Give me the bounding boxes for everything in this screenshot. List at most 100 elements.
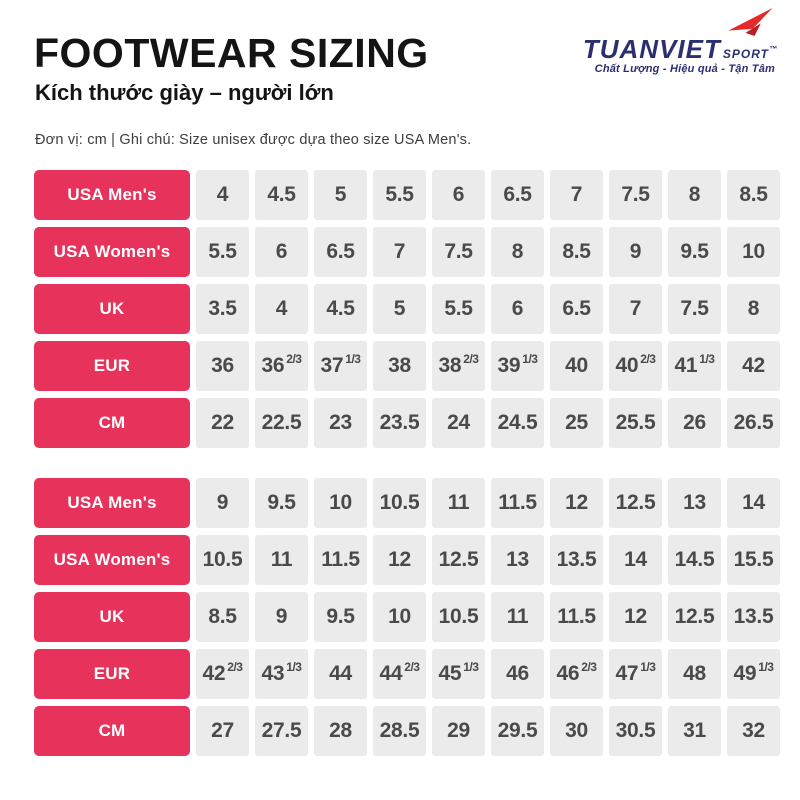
size-cell: 48 <box>668 649 721 699</box>
size-cell: 6 <box>255 227 308 277</box>
brand-name: TUANVIET <box>582 34 721 64</box>
size-cell: 47 1/3 <box>609 649 662 699</box>
size-cell: 6.5 <box>314 227 367 277</box>
size-cell: 6 <box>432 170 485 220</box>
page-subtitle: Kích thước giày – người lớn <box>35 80 334 105</box>
size-cell: 42 2/3 <box>196 649 249 699</box>
row-header-uk: UK <box>34 592 190 642</box>
size-cell: 14 <box>609 535 662 585</box>
size-table-adult-large: USA Men's 9 9.5 10 10.5 11 11.5 12 12.5 13 14 USA W… <box>34 478 780 756</box>
size-cell: 6 <box>491 284 544 334</box>
size-cell: 27.5 <box>255 706 308 756</box>
size-cell: 3.5 <box>196 284 249 334</box>
size-cell: 40 <box>550 341 603 391</box>
size-cell: 40 2/3 <box>609 341 662 391</box>
size-cell: 10.5 <box>196 535 249 585</box>
size-cell: 46 2/3 <box>550 649 603 699</box>
size-cell: 11.5 <box>314 535 367 585</box>
size-cell: 7.5 <box>432 227 485 277</box>
size-cell: 25.5 <box>609 398 662 448</box>
size-cell: 4.5 <box>255 170 308 220</box>
size-cell: 10.5 <box>373 478 426 528</box>
size-cell: 7 <box>550 170 603 220</box>
size-cell: 15.5 <box>727 535 780 585</box>
size-cell: 9.5 <box>668 227 721 277</box>
size-cell: 12 <box>373 535 426 585</box>
size-cell: 44 2/3 <box>373 649 426 699</box>
size-cell: 30 <box>550 706 603 756</box>
size-cell: 41 1/3 <box>668 341 721 391</box>
brand-sport-label: SPORT <box>722 47 769 61</box>
size-cell: 5 <box>373 284 426 334</box>
size-cell: 42 <box>727 341 780 391</box>
row-header-cm: CM <box>34 706 190 756</box>
row-header-cm: CM <box>34 398 190 448</box>
size-cell: 9.5 <box>314 592 367 642</box>
size-cell: 26 <box>668 398 721 448</box>
brand-tagline: Chất Lượng - Hiệu quả - Tận Tâm <box>594 63 775 75</box>
size-cell: 4.5 <box>314 284 367 334</box>
size-cell: 11.5 <box>550 592 603 642</box>
size-cell: 8 <box>491 227 544 277</box>
size-cell: 36 <box>196 341 249 391</box>
size-cell: 8.5 <box>727 170 780 220</box>
row-header-uk: UK <box>34 284 190 334</box>
size-cell: 23.5 <box>373 398 426 448</box>
size-cell: 13.5 <box>550 535 603 585</box>
size-cell: 7.5 <box>668 284 721 334</box>
size-cell: 5 <box>314 170 367 220</box>
size-cell: 10.5 <box>432 592 485 642</box>
size-cell: 8.5 <box>196 592 249 642</box>
size-cell: 43 1/3 <box>255 649 308 699</box>
size-cell: 12.5 <box>432 535 485 585</box>
size-cell: 24.5 <box>491 398 544 448</box>
size-cell: 44 <box>314 649 367 699</box>
size-cell: 13.5 <box>727 592 780 642</box>
size-cell: 7.5 <box>609 170 662 220</box>
size-cell: 11 <box>255 535 308 585</box>
size-cell: 6.5 <box>550 284 603 334</box>
size-cell: 11 <box>491 592 544 642</box>
size-cell: 45 1/3 <box>432 649 485 699</box>
size-cell: 4 <box>255 284 308 334</box>
row-header-eur: EUR <box>34 341 190 391</box>
row-header-usa-women-s: USA Women's <box>34 535 190 585</box>
size-cell: 9 <box>255 592 308 642</box>
size-cell: 30.5 <box>609 706 662 756</box>
page-title: FOOTWEAR SIZING <box>34 30 429 76</box>
size-cell: 26.5 <box>727 398 780 448</box>
size-cell: 4 <box>196 170 249 220</box>
size-cell: 28 <box>314 706 367 756</box>
size-cell: 37 1/3 <box>314 341 367 391</box>
size-cell: 5.5 <box>373 170 426 220</box>
size-cell: 5.5 <box>432 284 485 334</box>
size-cell: 32 <box>727 706 780 756</box>
size-cell: 29.5 <box>491 706 544 756</box>
size-cell: 12 <box>550 478 603 528</box>
size-cell: 12 <box>609 592 662 642</box>
size-cell: 24 <box>432 398 485 448</box>
row-header-usa-women-s: USA Women's <box>34 227 190 277</box>
size-cell: 14 <box>727 478 780 528</box>
size-cell: 12.5 <box>609 478 662 528</box>
size-cell: 36 2/3 <box>255 341 308 391</box>
size-cell: 22 <box>196 398 249 448</box>
size-cell: 8 <box>668 170 721 220</box>
row-header-eur: EUR <box>34 649 190 699</box>
size-cell: 9.5 <box>255 478 308 528</box>
size-cell: 23 <box>314 398 367 448</box>
size-cell: 8 <box>727 284 780 334</box>
size-cell: 38 <box>373 341 426 391</box>
size-cell: 7 <box>373 227 426 277</box>
size-cell: 49 1/3 <box>727 649 780 699</box>
size-table-adult-small: USA Men's 4 4.5 5 5.5 6 6.5 7 7.5 8 8.5 USA Women's… <box>34 170 780 448</box>
size-cell: 9 <box>609 227 662 277</box>
size-cell: 10 <box>727 227 780 277</box>
size-cell: 13 <box>491 535 544 585</box>
size-cell: 28.5 <box>373 706 426 756</box>
size-cell: 29 <box>432 706 485 756</box>
unit-note: Đơn vị: cm | Ghi chú: Size unisex được d… <box>35 132 472 148</box>
size-cell: 14.5 <box>668 535 721 585</box>
size-cell: 25 <box>550 398 603 448</box>
paper-plane-icon <box>728 8 773 36</box>
